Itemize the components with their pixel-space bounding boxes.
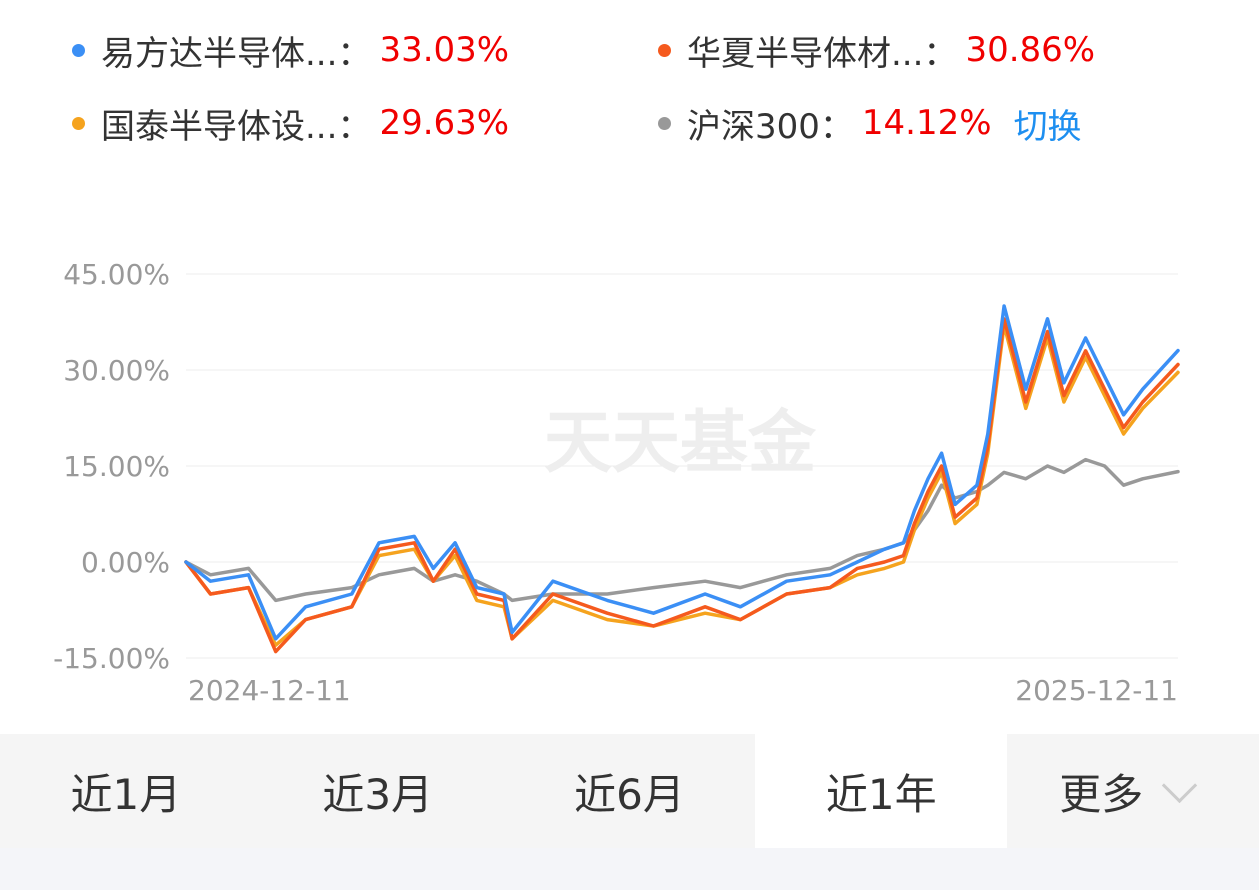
legend-name: 华夏半导体材...： [687, 33, 958, 74]
grid-lines [186, 273, 1178, 659]
bottom-spacer [0, 848, 1259, 890]
legend-item-fund-1[interactable]: 易方达半导体...： 33.03% [72, 20, 509, 80]
legend-name: 易方达半导体...： [101, 33, 372, 74]
x-tick-label: 2025-12-11 [1015, 674, 1178, 707]
y-tick-label: 30.00% [63, 354, 170, 387]
switch-benchmark-button[interactable]: 切换 [1013, 106, 1082, 147]
series-line-1 [184, 304, 1180, 641]
series-line-2 [184, 317, 1180, 654]
tab-label: 更多 [1059, 769, 1144, 819]
legend-value: 33.03% [379, 30, 510, 70]
y-tick-label: -15.00% [53, 642, 170, 675]
series-line-4 [184, 457, 1180, 603]
legend-name: 国泰半导体设...： [101, 106, 372, 147]
axis-labels: 45.00% 30.00% 15.00% 0.00% -15.00% 2024-12-11… [53, 258, 1178, 707]
legend-dot-icon [658, 116, 671, 130]
series-lines [184, 304, 1180, 654]
chevron-down-icon [1162, 767, 1198, 803]
line-chart[interactable]: 天天基金 45.00% 30.00% 15.00% 0.00% -15.00% 2024-… [0, 240, 1259, 710]
tab-more[interactable]: 更多 [1007, 734, 1259, 848]
legend-dot-icon [72, 43, 85, 57]
legend-dot-icon [658, 43, 671, 57]
legend-name: 沪深300： [687, 106, 854, 147]
legend-value: 30.86% [965, 30, 1096, 70]
period-tabs: 近1月 近3月 近6月 近1年 更多 [0, 734, 1259, 848]
legend-value: 14.12% [861, 103, 992, 143]
y-tick-label: 45.00% [63, 258, 170, 291]
x-tick-label: 2024-12-11 [188, 674, 351, 707]
y-tick-label: 15.00% [63, 450, 170, 483]
legend-value: 29.63% [379, 103, 510, 143]
legend-item-fund-3[interactable]: 国泰半导体设...： 29.63% [72, 93, 509, 153]
legend-item-benchmark[interactable]: 沪深300： 14.12% 切换 [658, 93, 1082, 153]
chart-legend: 易方达半导体...： 33.03% 华夏半导体材...： 30.86% 国泰半导… [0, 0, 1259, 170]
watermark: 天天基金 [544, 403, 817, 483]
tab-6-months[interactable]: 近6月 [504, 734, 756, 848]
legend-item-fund-2[interactable]: 华夏半导体材...： 30.86% [658, 20, 1095, 80]
tab-1-year[interactable]: 近1年 [755, 734, 1008, 848]
tab-1-month[interactable]: 近1月 [0, 734, 252, 848]
tab-label: 近1年 [825, 769, 937, 819]
tab-label: 近6月 [574, 769, 685, 819]
tab-label: 近1月 [70, 769, 182, 819]
tab-label: 近3月 [322, 769, 434, 819]
tab-3-months[interactable]: 近3月 [252, 734, 504, 848]
legend-dot-icon [72, 116, 85, 130]
y-tick-label: 0.00% [81, 546, 170, 579]
